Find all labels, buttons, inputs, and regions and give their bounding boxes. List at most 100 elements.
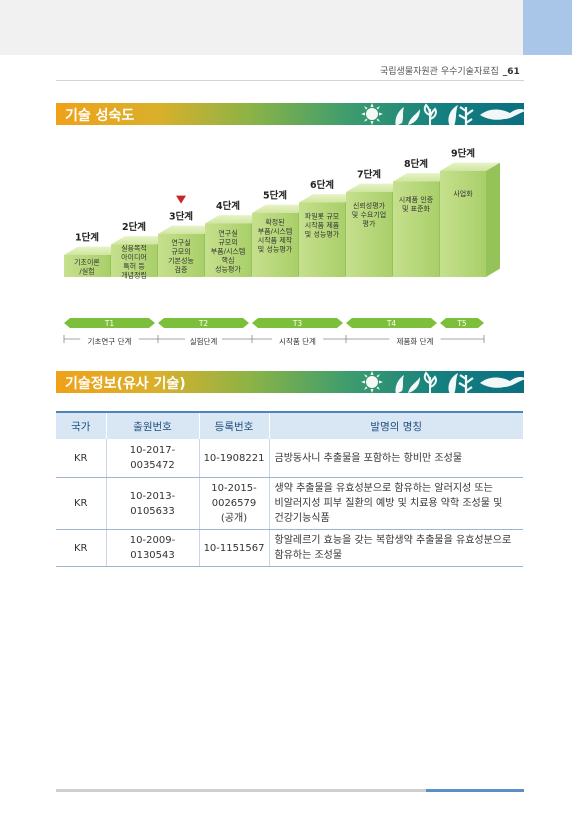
- application-number-cell: 10-2013- 0105633: [105, 477, 199, 530]
- maturity-section-title: 기술 성숙도: [65, 108, 135, 124]
- header-country: 국가: [56, 412, 106, 439]
- phase-label: 제품화 단계: [397, 336, 434, 346]
- stage-label: 2단계: [122, 221, 146, 233]
- tier-label: T2: [198, 319, 209, 328]
- invention-title-cell: 생약 추출물을 유효성분으로 함유하는 알러지성 또는 비알러지성 피부 질환의 …: [268, 477, 523, 530]
- stage-top-face: [64, 246, 124, 255]
- stage-description: 파일롯 규모: [305, 212, 340, 221]
- stage-description: 개념정립: [121, 270, 147, 279]
- header-text: 국립생물자원관 우수기술자료집: [380, 67, 499, 77]
- stage-label: 6단계: [310, 179, 334, 191]
- info-section-bar: 기술정보(유사 기술): [56, 371, 526, 395]
- application-number-cell: 10-2009- 0130543: [105, 529, 199, 567]
- header-rule: [56, 80, 524, 81]
- stage-top-face: [299, 194, 359, 203]
- stage-description: 규모의: [218, 237, 237, 246]
- phase-band: 기초연구 단계 실험단계 시작품 단계 제품화 단계: [63, 335, 485, 346]
- stage-description: 성능평가: [215, 264, 241, 273]
- table-row: KR 10-2017- 0035472 10-1908221 금방동사니 추출물을…: [56, 439, 523, 478]
- stage-label: 4단계: [216, 200, 240, 212]
- section-bar-gradient: [56, 371, 524, 393]
- application-number-cell: 10-2017- 0035472: [105, 439, 199, 478]
- stage-description: 및 수요기업: [352, 210, 386, 219]
- stage-front-face: [111, 244, 157, 277]
- header-application-number: 출원번호: [105, 412, 199, 439]
- stage-description: 핵심: [222, 255, 235, 264]
- footer-rule-accent: [426, 789, 524, 792]
- country-cell: KR: [56, 477, 106, 530]
- page-number: 61: [507, 67, 520, 77]
- stage-front-face: [64, 255, 110, 277]
- stage-description: 실용목적: [121, 243, 147, 252]
- stage-description: 기본성능: [168, 256, 194, 265]
- country-cell: KR: [56, 439, 106, 478]
- stage-description: 검증: [175, 266, 188, 274]
- stage-description: 시작품 제작: [258, 236, 293, 245]
- phase-label-bg: [271, 335, 324, 346]
- stage-front-face: [299, 202, 345, 277]
- tier-T4: T4: [346, 318, 437, 328]
- tier-T3: T3: [252, 318, 343, 328]
- stage-front-face: [205, 223, 251, 277]
- info-section-title: 기술정보(유사 기술): [65, 376, 186, 392]
- stage-side-face: [486, 162, 500, 277]
- maturity-section-bar: 기술 성숙도: [56, 103, 526, 127]
- section-bar-gradient: [56, 103, 524, 125]
- tier-arrow: [252, 318, 343, 328]
- country-cell: KR: [56, 529, 106, 567]
- stage-description: 부품/시스템: [211, 247, 246, 255]
- footer-rule: [56, 789, 426, 792]
- stage-front-face: [252, 213, 298, 277]
- registration-number-cell: 10-1908221: [198, 439, 269, 478]
- phase-label-bg: [80, 335, 139, 346]
- registration-number-cell: 10-1151567: [198, 529, 269, 567]
- tier-label: T4: [386, 319, 397, 328]
- page-corner-tab: [523, 0, 572, 55]
- stage-description: 및 성능평가: [305, 230, 340, 239]
- tier-arrow: [346, 318, 437, 328]
- stage-description: /실험: [79, 267, 94, 276]
- stage-description: 연구실: [171, 238, 190, 247]
- tier-T1: T1: [64, 318, 155, 328]
- stage-description: 시작품 제품: [305, 221, 340, 230]
- stage-label: 5단계: [263, 190, 287, 202]
- phase-label: 실험단계: [190, 336, 218, 346]
- stage-top-face: [205, 215, 265, 224]
- stage-top-face: [111, 236, 171, 245]
- tier-label: T1: [104, 319, 115, 328]
- stage-front-face: [346, 192, 392, 277]
- phase-label: 시작품 단계: [279, 336, 316, 346]
- tier-arrow: [158, 318, 249, 328]
- stage-top-face: [158, 225, 218, 234]
- invention-title-cell: 금방동사니 추출물을 포함하는 항비만 조성물: [268, 439, 523, 478]
- stage-description: 및 표준화: [402, 205, 431, 213]
- stage-top-face: [346, 183, 406, 192]
- stage-description: 규모의: [171, 247, 190, 256]
- stage-description: 아이디어: [121, 252, 147, 261]
- nature-decoration-icon: [361, 103, 526, 127]
- stage-top-face: [393, 173, 453, 182]
- stage-description: 기초이론: [74, 258, 100, 267]
- header-invention-title: 발명의 명칭: [268, 412, 523, 439]
- header-registration-number: 등록번호: [198, 412, 269, 439]
- phase-label-bg: [185, 335, 222, 346]
- stage-label: 8단계: [404, 158, 428, 170]
- stage-label: 3단계: [169, 211, 193, 223]
- stage-description: 시제품 인증: [399, 195, 434, 204]
- nature-decoration-icon: [361, 371, 526, 395]
- tier-arrow: [64, 318, 155, 328]
- top-band: [0, 0, 572, 55]
- stage-front-face: [440, 171, 486, 277]
- tier-T5: T5: [440, 318, 484, 328]
- tier-T2: T2: [158, 318, 249, 328]
- stage-label: 1단계: [75, 232, 99, 244]
- tier-band: T1 T2 T3 T4 T5: [64, 318, 484, 328]
- tier-label: T3: [292, 319, 303, 328]
- registration-number-cell: 10-2015- 0026579 (공개): [198, 477, 269, 530]
- stage-description: 확정된: [265, 218, 284, 227]
- stage-description: 평가: [363, 219, 376, 228]
- table-row: KR 10-2009- 0130543 10-1151567 항알레르기 효능을 …: [56, 529, 523, 567]
